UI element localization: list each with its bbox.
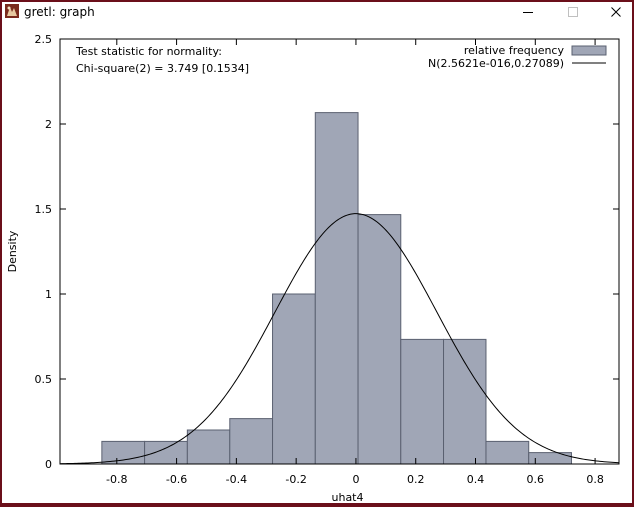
histogram-bar (314, 112, 359, 465)
x-tick-label: -0.2 (285, 473, 306, 486)
window-title: gretl: graph (24, 5, 95, 19)
title-bar[interactable]: gretl: graph (2, 2, 632, 22)
histogram-bar (272, 293, 316, 465)
minimize-button[interactable] (514, 3, 542, 21)
minimize-icon (523, 12, 533, 13)
histogram-bar (229, 418, 274, 465)
x-tick-label: -0.6 (166, 473, 187, 486)
normality-test-title: Test statistic for normality: (75, 45, 222, 58)
y-tick-label: 1.5 (35, 203, 53, 216)
close-icon (611, 7, 621, 17)
histogram-bar (485, 440, 530, 465)
x-tick-label: -0.4 (226, 473, 247, 486)
y-tick-label: 0 (45, 458, 52, 471)
normality-test-result: Chi-square(2) = 3.749 [0.1534] (76, 62, 249, 75)
legend-label-relative-frequency: relative frequency (464, 44, 565, 57)
normal-density-curve (59, 213, 620, 465)
maximize-button[interactable] (559, 3, 587, 21)
close-button[interactable] (602, 3, 630, 21)
y-tick-label: 2 (45, 118, 52, 131)
histogram-bar (357, 214, 402, 465)
x-tick-label: 0 (352, 473, 359, 486)
histogram-bar (186, 429, 231, 465)
legend-label-normal-curve: N(2.5621e-016,0.27089) (428, 57, 564, 70)
plot-area: 0 0.5 1 1.5 2 2.5 -0.8 -0.6 -0.4 -0.2 0 0.2 0.4 0.6 0.… (2, 22, 632, 504)
histogram-bar (443, 338, 487, 465)
x-tick-label: 0.8 (586, 473, 604, 486)
histogram-bar (400, 338, 445, 465)
histogram-bar (144, 440, 188, 465)
y-tick-label: 0.5 (35, 373, 53, 386)
y-tick-label: 1 (45, 288, 52, 301)
plot-border (59, 38, 620, 465)
maximize-icon (568, 7, 578, 17)
x-axis-label: uhat4 (332, 491, 364, 503)
legend-swatch-relative-frequency (571, 45, 607, 56)
density-histogram-chart: 0 0.5 1 1.5 2 2.5 -0.8 -0.6 -0.4 -0.2 0 0.2 0.4 0.6 0.… (6, 33, 620, 504)
histogram-bar (101, 440, 146, 465)
x-tick-label: 0.6 (527, 473, 545, 486)
x-tick-label: 0.2 (407, 473, 425, 486)
y-axis-label: Density (6, 230, 19, 272)
gretl-logo-icon (5, 4, 19, 18)
x-tick-label: -0.8 (106, 473, 127, 486)
y-tick-label: 2.5 (35, 33, 53, 46)
x-tick-label: 0.4 (467, 473, 485, 486)
